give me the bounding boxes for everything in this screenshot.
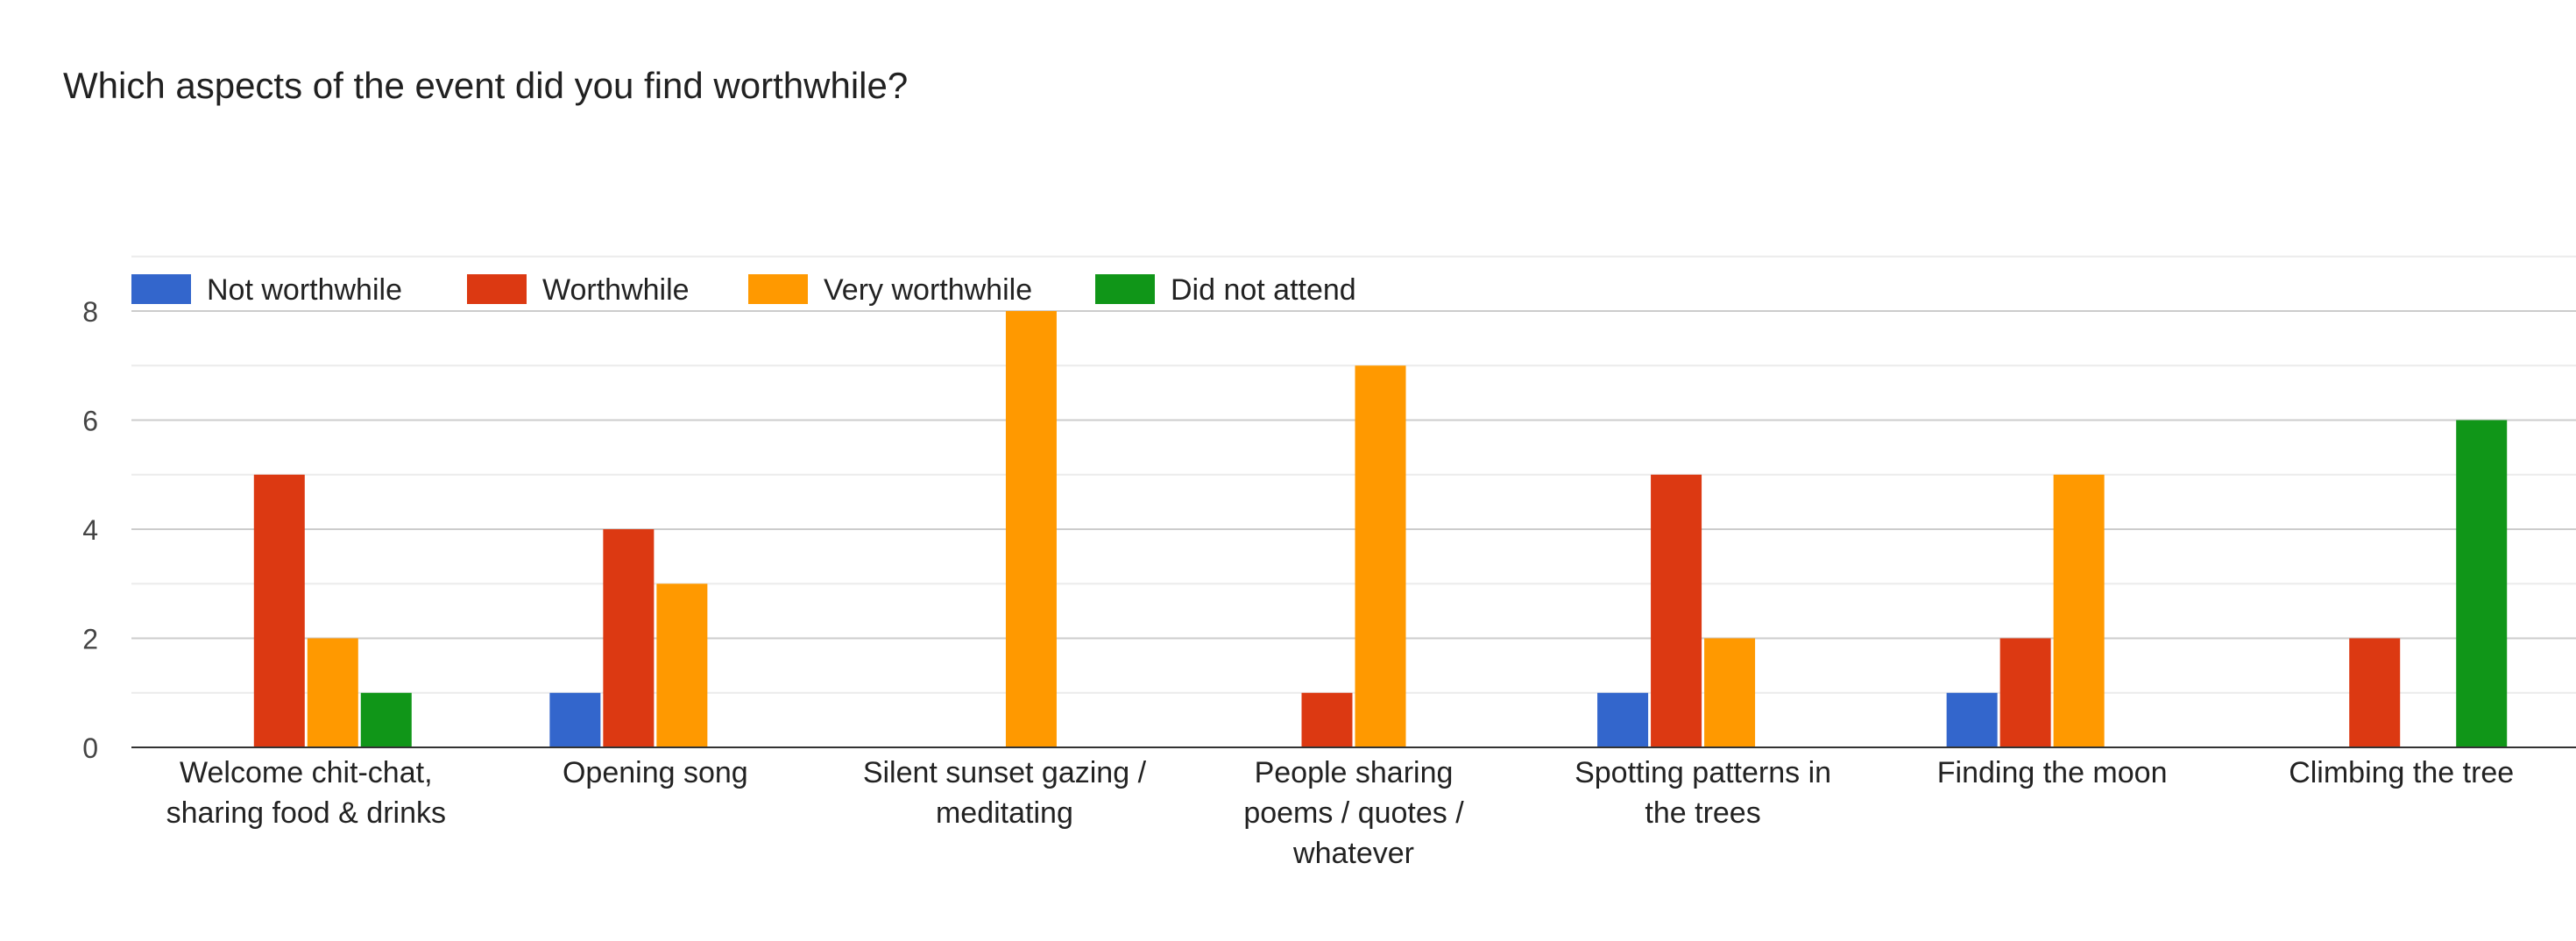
legend-swatch <box>131 274 191 304</box>
bar[interactable] <box>656 584 708 747</box>
legend-item[interactable]: Not worthwhile <box>131 273 402 307</box>
bar[interactable] <box>549 692 601 747</box>
bar[interactable] <box>1704 638 1756 748</box>
y-tick-label: 8 <box>82 296 98 328</box>
bar[interactable] <box>1999 638 2051 748</box>
legend-item[interactable]: Very worthwhile <box>748 273 1032 307</box>
x-category-label: meditating <box>936 796 1073 830</box>
bar[interactable] <box>2349 638 2401 748</box>
bar[interactable] <box>2456 420 2508 748</box>
x-category-label: Spotting patterns in <box>1575 756 1831 789</box>
chart-title: Which aspects of the event did you find … <box>63 65 909 106</box>
y-tick-label: 6 <box>82 406 98 437</box>
y-axis-ticks: 0 2 4 6 8 <box>82 296 98 764</box>
bar[interactable] <box>1301 692 1353 747</box>
legend-label: Did not attend <box>1171 273 1356 307</box>
bar[interactable] <box>1651 474 1702 747</box>
bars <box>253 311 2508 748</box>
y-tick-label: 4 <box>82 514 98 546</box>
x-category-label: whatever <box>1292 837 1414 870</box>
bar[interactable] <box>253 474 305 747</box>
x-category-label: People sharing <box>1255 756 1454 789</box>
x-category-label: Finding the moon <box>1937 756 2168 789</box>
legend[interactable]: Not worthwhile Worthwhile Very worthwhile D… <box>131 273 1356 307</box>
x-category-label: Welcome chit-chat, <box>180 756 432 789</box>
x-category-label: sharing food & drinks <box>166 796 446 830</box>
gridlines <box>131 255 2576 694</box>
y-tick-label: 2 <box>82 624 98 655</box>
bar[interactable] <box>2053 474 2105 747</box>
bar[interactable] <box>307 638 358 748</box>
bar[interactable] <box>1005 311 1057 747</box>
legend-item[interactable]: Worthwhile <box>467 273 690 307</box>
category-labels: Welcome chit-chat, sharing food & drinks O… <box>166 756 2515 870</box>
x-category-label: poems / quotes / <box>1243 796 1464 830</box>
legend-label: Very worthwhile <box>824 273 1032 307</box>
x-category-label: Silent sunset gazing / <box>863 756 1147 789</box>
x-category-label: Opening song <box>563 756 748 789</box>
bar[interactable] <box>603 529 655 747</box>
x-category-label: the trees <box>1645 796 1760 830</box>
legend-label: Not worthwhile <box>207 273 402 307</box>
bar[interactable] <box>1597 692 1649 747</box>
bar[interactable] <box>1946 692 1998 747</box>
x-category-label: Climbing the tree <box>2289 756 2514 789</box>
legend-label: Worthwhile <box>542 273 690 307</box>
legend-item[interactable]: Did not attend <box>1095 273 1356 307</box>
bar[interactable] <box>1355 365 1406 747</box>
legend-swatch <box>467 274 527 304</box>
y-tick-label: 0 <box>82 732 98 764</box>
legend-swatch <box>1095 274 1155 304</box>
legend-swatch <box>748 274 808 304</box>
bar[interactable] <box>360 692 412 747</box>
